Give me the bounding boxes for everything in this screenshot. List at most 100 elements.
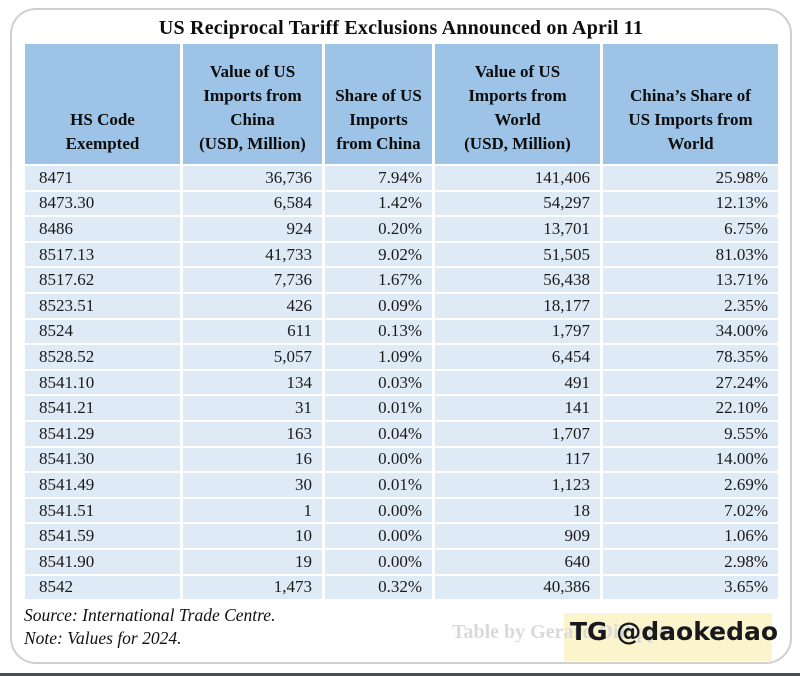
value-cell: 78.35% <box>603 345 778 369</box>
value-cell: 16 <box>183 447 322 472</box>
telegram-badge-background <box>564 613 772 661</box>
value-cell: 81.03% <box>603 242 778 267</box>
hs-code-cell: 8541.10 <box>25 370 180 395</box>
value-cell: 1,123 <box>435 473 600 497</box>
table-header: HS Code Exempted Value of US Imports fro… <box>25 44 778 164</box>
value-cell: 0.00% <box>325 524 432 548</box>
value-cell: 1 <box>183 498 322 523</box>
value-cell: 426 <box>183 293 322 318</box>
table-row: 8542 1,473 0.32% 40,386 3.65% <box>25 575 778 600</box>
hs-code-cell: 8486 <box>25 217 180 241</box>
value-cell: 0.20% <box>325 217 432 241</box>
hs-code-cell: 8541.59 <box>25 524 180 548</box>
table-row: 8541.51 1 0.00% 18 7.02% <box>25 498 778 523</box>
value-cell: 18 <box>435 498 600 523</box>
value-cell: 0.00% <box>325 549 432 574</box>
value-cell: 12.13% <box>603 191 778 216</box>
value-cell: 491 <box>435 370 600 395</box>
table-row: 8517.13 41,733 9.02% 51,505 81.03% <box>25 242 778 267</box>
value-cell: 6,584 <box>183 191 322 216</box>
table-row: 8541.10 134 0.03% 491 27.24% <box>25 370 778 395</box>
column-header-value-world: Value of US Imports from World (USD, Mil… <box>435 44 600 164</box>
table-row: 8541.59 10 0.00% 909 1.06% <box>25 524 778 548</box>
value-cell: 41,733 <box>183 242 322 267</box>
table-row: 8541.30 16 0.00% 117 14.00% <box>25 447 778 472</box>
table-body: 8471 36,736 7.94% 141,406 25.98% 8473.30 6,584… <box>25 166 778 600</box>
value-cell: 1.06% <box>603 524 778 548</box>
value-cell: 1.42% <box>325 191 432 216</box>
value-cell: 163 <box>183 421 322 446</box>
value-cell: 7,736 <box>183 268 322 292</box>
value-cell: 0.01% <box>325 473 432 497</box>
column-header-value-china: Value of US Imports from China (USD, Mil… <box>183 44 322 164</box>
value-cell: 0.04% <box>325 421 432 446</box>
value-cell: 51,505 <box>435 242 600 267</box>
value-cell: 0.32% <box>325 575 432 600</box>
value-cell: 7.94% <box>325 166 432 190</box>
value-cell: 2.69% <box>603 473 778 497</box>
value-cell: 7.02% <box>603 498 778 523</box>
column-header-china-share-world: China’s Share of US Imports from World <box>603 44 778 164</box>
value-cell: 56,438 <box>435 268 600 292</box>
value-cell: 13,701 <box>435 217 600 241</box>
page-title: US Reciprocal Tariff Exclusions Announce… <box>158 17 644 39</box>
value-cell: 13.71% <box>603 268 778 292</box>
value-cell: 14.00% <box>603 447 778 472</box>
value-cell: 924 <box>183 217 322 241</box>
value-cell: 1,707 <box>435 421 600 446</box>
hs-code-cell: 8542 <box>25 575 180 600</box>
value-cell: 0.00% <box>325 498 432 523</box>
table-card: US Reciprocal Tariff Exclusions Announce… <box>10 8 792 664</box>
footer-notes: Source: International Trade Centre. Note… <box>24 604 790 650</box>
value-cell: 10 <box>183 524 322 548</box>
hs-code-cell: 8541.30 <box>25 447 180 472</box>
hs-code-cell: 8541.29 <box>25 421 180 446</box>
hs-code-cell: 8523.51 <box>25 293 180 318</box>
table-row: 8528.52 5,057 1.09% 6,454 78.35% <box>25 345 778 369</box>
value-cell: 40,386 <box>435 575 600 600</box>
table-row: 8541.29 163 0.04% 1,707 9.55% <box>25 421 778 446</box>
value-cell: 141 <box>435 396 600 420</box>
value-cell: 1.67% <box>325 268 432 292</box>
value-cell: 0.01% <box>325 396 432 420</box>
table-row: 8524 611 0.13% 1,797 34.00% <box>25 319 778 344</box>
value-cell: 611 <box>183 319 322 344</box>
hs-code-cell: 8517.13 <box>25 242 180 267</box>
value-cell: 640 <box>435 549 600 574</box>
value-cell: 34.00% <box>603 319 778 344</box>
table-row: 8517.62 7,736 1.67% 56,438 13.71% <box>25 268 778 292</box>
hs-code-cell: 8541.51 <box>25 498 180 523</box>
value-cell: 134 <box>183 370 322 395</box>
hs-code-cell: 8517.62 <box>25 268 180 292</box>
value-cell: 3.65% <box>603 575 778 600</box>
hs-code-cell: 8541.90 <box>25 549 180 574</box>
value-cell: 117 <box>435 447 600 472</box>
column-header-share-china: Share of US Imports from China <box>325 44 432 164</box>
table-row: 8523.51 426 0.09% 18,177 2.35% <box>25 293 778 318</box>
author-watermark: Table by Gerard DiPippo <box>452 621 669 643</box>
value-cell: 0.03% <box>325 370 432 395</box>
value-cell: 19 <box>183 549 322 574</box>
value-cell: 22.10% <box>603 396 778 420</box>
value-cell: 36,736 <box>183 166 322 190</box>
table-row: 8471 36,736 7.94% 141,406 25.98% <box>25 166 778 190</box>
value-cell: 27.24% <box>603 370 778 395</box>
values-note: Note: Values for 2024. <box>24 628 182 649</box>
value-cell: 0.09% <box>325 293 432 318</box>
value-cell: 2.35% <box>603 293 778 318</box>
value-cell: 1,473 <box>183 575 322 600</box>
tariff-exclusions-table: HS Code Exempted Value of US Imports fro… <box>22 42 781 601</box>
table-row: 8473.30 6,584 1.42% 54,297 12.13% <box>25 191 778 216</box>
value-cell: 909 <box>435 524 600 548</box>
value-cell: 9.55% <box>603 421 778 446</box>
column-header-hs-code: HS Code Exempted <box>25 44 180 164</box>
table-row: 8541.90 19 0.00% 640 2.98% <box>25 549 778 574</box>
hs-code-cell: 8541.49 <box>25 473 180 497</box>
table-row: 8541.21 31 0.01% 141 22.10% <box>25 396 778 420</box>
table-row: 8541.49 30 0.01% 1,123 2.69% <box>25 473 778 497</box>
hs-code-cell: 8541.21 <box>25 396 180 420</box>
value-cell: 6,454 <box>435 345 600 369</box>
hs-code-cell: 8473.30 <box>25 191 180 216</box>
value-cell: 2.98% <box>603 549 778 574</box>
source-note: Source: International Trade Centre. <box>24 605 276 626</box>
